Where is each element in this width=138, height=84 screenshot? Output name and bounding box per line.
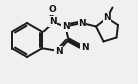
Text: N: N [49,17,56,26]
Text: N: N [78,18,86,27]
Text: N: N [81,43,88,52]
Text: O: O [48,5,56,14]
Text: N: N [55,47,62,56]
Text: N: N [62,22,69,31]
Text: N: N [103,14,111,23]
